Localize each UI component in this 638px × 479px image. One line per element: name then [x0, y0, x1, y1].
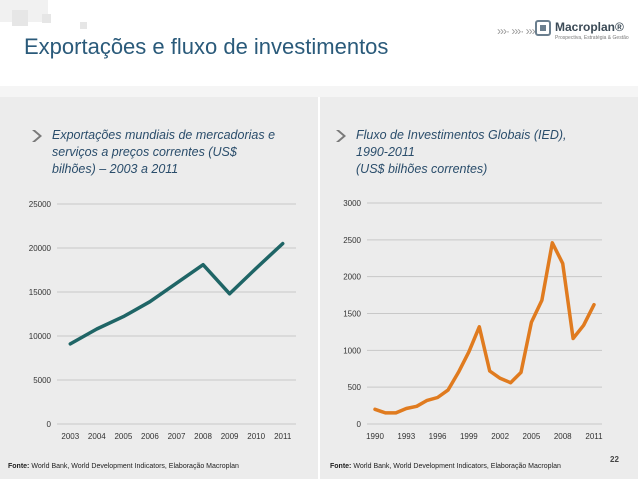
page-title: Exportações e fluxo de investimentos — [24, 34, 389, 59]
left-x-tick-label: 2004 — [88, 432, 106, 441]
decorative-square — [42, 14, 51, 23]
right-chart-title-line: Fluxo de Investimentos Globais (IED), — [356, 128, 567, 142]
right-chart-title: Fluxo de Investimentos Globais (IED), 19… — [356, 127, 567, 178]
right-x-tick-label: 2008 — [554, 432, 572, 441]
right-y-tick-label: 2000 — [343, 273, 361, 282]
left-x-tick-label: 2003 — [61, 432, 79, 441]
right-x-tick-label: 1999 — [460, 432, 478, 441]
decorative-square — [80, 22, 87, 29]
source-text: World Bank, World Development Indicators… — [31, 463, 239, 470]
left-chart-title-line: bilhões) – 2003 a 2011 — [52, 162, 179, 176]
logo-tagline: Prospectiva, Estratégia & Gestão — [555, 35, 629, 41]
panel-top-bar — [0, 86, 638, 97]
source-label: Fonte: — [330, 463, 352, 470]
right-y-tick-label: 500 — [348, 383, 362, 392]
left-x-tick-label: 2007 — [168, 432, 186, 441]
left-y-tick-label: 0 — [47, 420, 52, 429]
left-x-tick-label: 2009 — [221, 432, 239, 441]
left-x-tick-label: 2005 — [114, 432, 132, 441]
right-chart-panel — [320, 97, 638, 479]
company-logo: ›››· ›››· ››› Macroplan® Prospectiva, Es… — [497, 20, 629, 50]
right-x-tick-label: 2011 — [585, 432, 603, 441]
left-y-tick-label: 5000 — [33, 376, 51, 385]
left-y-tick-label: 25000 — [29, 200, 52, 209]
left-source-note: Fonte: World Bank, World Development Ind… — [8, 463, 239, 470]
right-x-tick-label: 1990 — [366, 432, 384, 441]
right-x-tick-label: 2002 — [491, 432, 509, 441]
right-y-tick-label: 0 — [357, 420, 362, 429]
right-series-line — [373, 241, 596, 415]
left-x-tick-label: 2011 — [274, 432, 292, 441]
right-chart-title-line: 1990-2011 — [356, 145, 415, 159]
source-label: Fonte: — [8, 463, 30, 470]
left-chart-title: Exportações mundiais de mercadorias e se… — [52, 127, 275, 178]
logo-icon — [535, 20, 551, 36]
right-y-tick-label: 2500 — [343, 236, 361, 245]
left-chart-panel — [0, 97, 318, 479]
right-chart-title-line: (US$ bilhões correntes) — [356, 162, 488, 176]
right-y-tick-label: 1000 — [343, 346, 361, 355]
right-y-tick-label: 3000 — [343, 199, 361, 208]
chevron-right-icon — [336, 130, 346, 142]
page-number: 22 — [610, 455, 619, 464]
chevron-right-icon — [32, 130, 42, 142]
logo-name: Macroplan® — [555, 20, 624, 34]
source-text: World Bank, World Development Indicators… — [353, 463, 561, 470]
left-x-tick-label: 2010 — [247, 432, 265, 441]
right-x-tick-label: 2005 — [523, 432, 541, 441]
left-y-tick-label: 15000 — [29, 288, 52, 297]
left-y-tick-label: 20000 — [29, 244, 52, 253]
right-source-note: Fonte: World Bank, World Development Ind… — [330, 463, 561, 470]
right-x-tick-label: 1996 — [429, 432, 447, 441]
logo-arrows: ›››· ›››· ››› — [497, 24, 536, 38]
left-series-line — [68, 241, 285, 346]
decorative-square — [12, 10, 28, 26]
left-chart-title-line: Exportações mundiais de mercadorias e — [52, 128, 276, 142]
left-y-tick-label: 10000 — [29, 332, 52, 341]
right-x-tick-label: 1993 — [397, 432, 415, 441]
left-x-tick-label: 2006 — [141, 432, 159, 441]
right-y-tick-label: 1500 — [343, 310, 361, 319]
left-chart-title-line: serviços a preços correntes (US$ — [52, 145, 237, 159]
left-x-tick-label: 2008 — [194, 432, 212, 441]
